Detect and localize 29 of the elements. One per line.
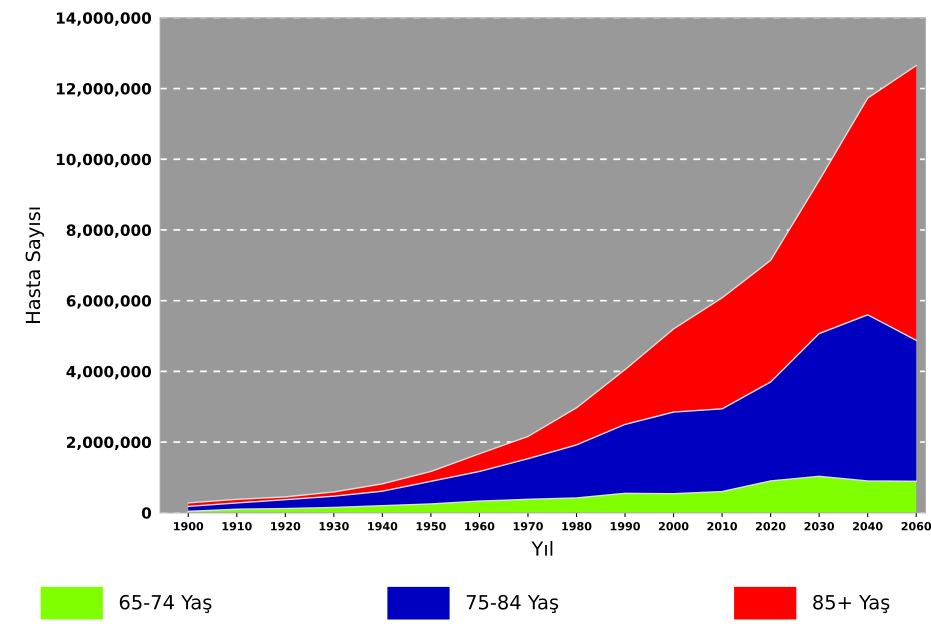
y-tick-label: 2,000,000 — [66, 436, 152, 450]
x-tick-label: 2040 — [853, 522, 883, 530]
legend-label: 75-84 Yaş — [466, 594, 558, 614]
y-tick-label: 6,000,000 — [66, 295, 152, 309]
y-tick-label: 12,000,000 — [56, 83, 152, 97]
x-tick-label: 1990 — [610, 522, 640, 530]
x-tick-label: 1930 — [320, 522, 349, 530]
y-tick-label: 8,000,000 — [66, 224, 152, 238]
legend-label: 85+ Yaş — [813, 594, 890, 614]
x-tick-label: 1980 — [562, 522, 592, 530]
y-axis-title: Hasta Sayısı — [26, 208, 44, 323]
x-tick-label: 2010 — [708, 522, 738, 530]
x-tick-label: 1960 — [465, 522, 494, 530]
y-tick-label: 14,000,000 — [56, 12, 152, 26]
x-tick-label: 1920 — [271, 522, 300, 530]
x-tick-label: 1940 — [368, 522, 398, 530]
y-tick-label: 4,000,000 — [66, 366, 152, 380]
x-tick-label: 1950 — [416, 522, 446, 530]
x-tick-label: 2020 — [756, 522, 786, 530]
x-tick-label: 2060 — [902, 522, 931, 530]
x-tick-label: 1900 — [174, 522, 204, 530]
x-tick-label: 1970 — [514, 522, 543, 530]
x-tick-label: 2000 — [658, 522, 688, 530]
y-tick-label: 10,000,000 — [56, 154, 152, 168]
x-axis-title: Yıl — [531, 540, 552, 556]
x-tick-label: 1910 — [222, 522, 252, 530]
y-tick-label: 0 — [142, 507, 152, 519]
legend-label: 65-74 Yaş — [120, 594, 212, 614]
x-tick-label: 2030 — [804, 522, 834, 530]
